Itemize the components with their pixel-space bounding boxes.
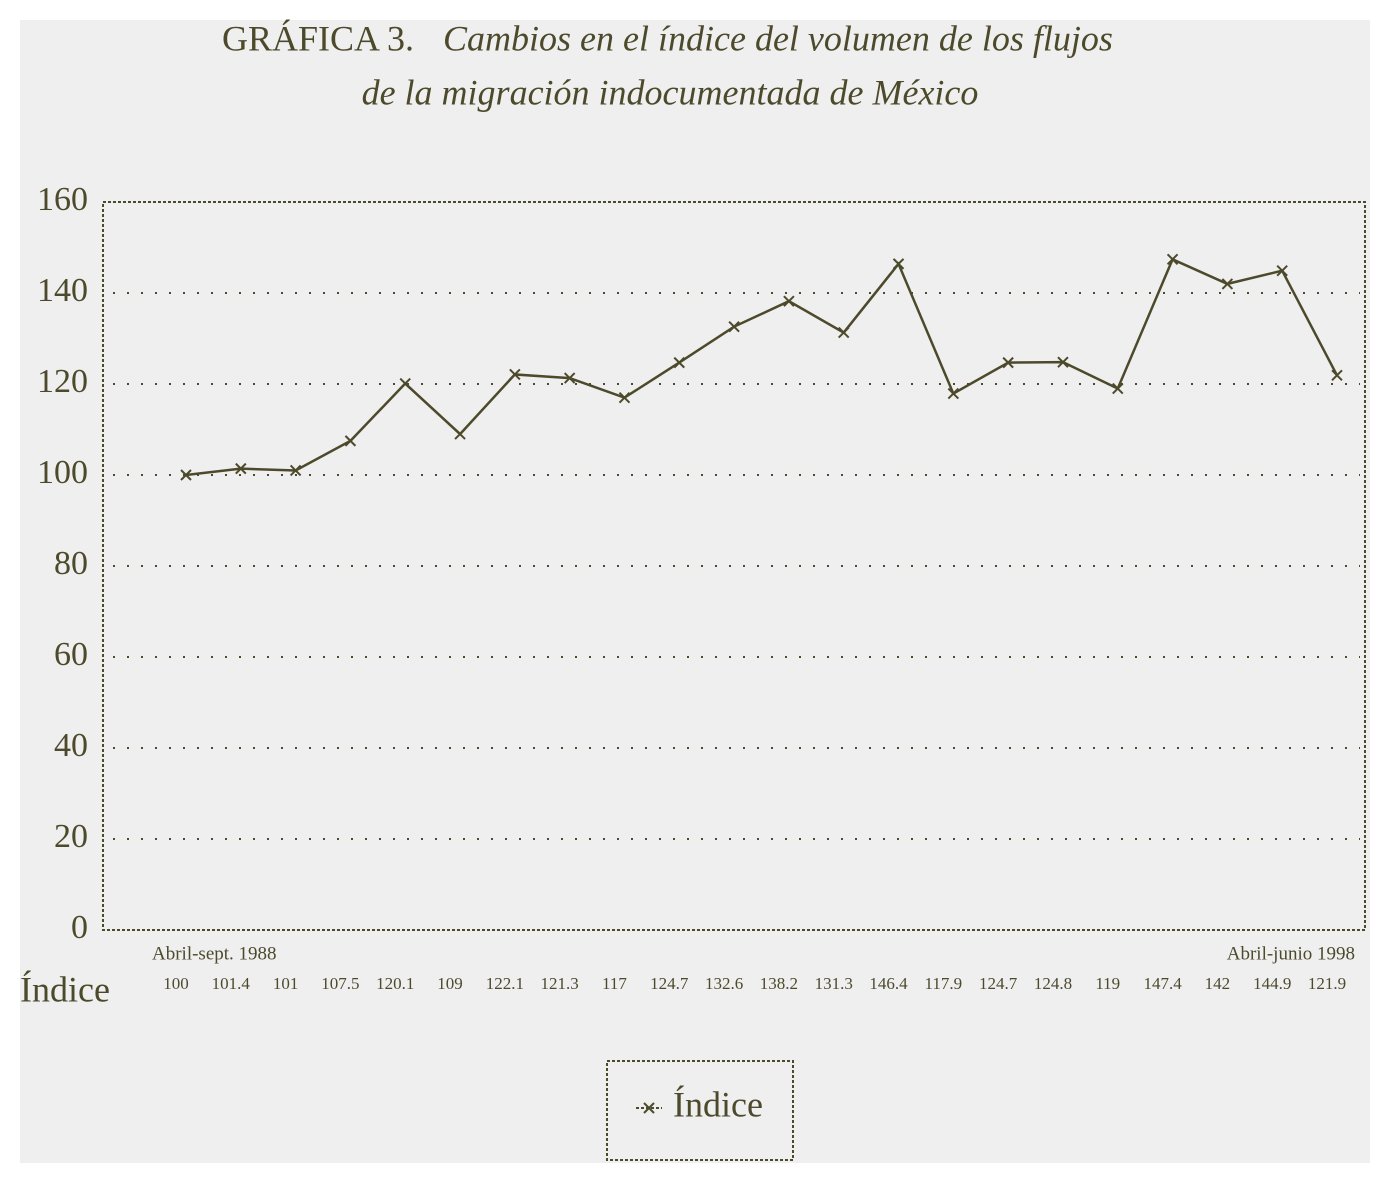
marker xyxy=(618,391,631,404)
table-value: 138.2 xyxy=(760,974,798,993)
marker xyxy=(509,368,521,381)
y-tick-label: 60 xyxy=(54,636,88,673)
table-value: 117 xyxy=(602,974,627,993)
marker xyxy=(1002,356,1014,369)
marker xyxy=(344,435,357,447)
table-value: 124.7 xyxy=(650,974,689,993)
y-tick-label: 140 xyxy=(37,272,88,309)
table-value: 144.9 xyxy=(1253,974,1291,993)
y-tick-label: 0 xyxy=(71,909,88,946)
table-value: 107.5 xyxy=(321,974,359,993)
chart-title: Cambios en el índice del volumen de los … xyxy=(443,18,1113,58)
table-row-label: Índice xyxy=(20,969,110,1009)
chart-title-label: GRÁFICA 3. xyxy=(222,18,414,58)
plot-frame xyxy=(102,201,1366,931)
table-value: 147.4 xyxy=(1143,974,1182,993)
table-value: 124.7 xyxy=(979,974,1018,993)
table-value: 101 xyxy=(273,974,299,993)
marker xyxy=(399,377,411,390)
y-tick-label: 160 xyxy=(37,181,88,218)
legend-label: Índice xyxy=(673,1084,763,1124)
table-value: 122.1 xyxy=(486,974,524,993)
y-tick-label: 100 xyxy=(37,454,88,491)
chart-title: de la migración indocumentada de México xyxy=(362,72,979,112)
marker xyxy=(563,372,576,384)
table-value: 132.6 xyxy=(705,974,743,993)
legend-marker xyxy=(643,1102,655,1114)
marker xyxy=(235,462,247,475)
line xyxy=(185,257,1339,477)
marker xyxy=(1221,278,1234,290)
y-tick-label: 20 xyxy=(54,818,88,855)
marker xyxy=(1112,382,1124,395)
table-value: 120.1 xyxy=(376,974,414,993)
marker xyxy=(673,356,685,369)
marker xyxy=(1276,264,1288,277)
table-value: 100 xyxy=(163,974,189,993)
marker xyxy=(289,464,302,477)
x-tick-label: Abril-junio 1998 xyxy=(1227,943,1355,964)
y-tick-label: 120 xyxy=(37,363,88,400)
table-value: 121.9 xyxy=(1308,974,1346,993)
table-value: 146.4 xyxy=(869,974,908,993)
table-value: 124.8 xyxy=(1034,974,1072,993)
background xyxy=(20,20,1370,1163)
table-value: 101.4 xyxy=(212,974,251,993)
table-value: 131.3 xyxy=(815,974,853,993)
marker xyxy=(728,320,740,333)
y-tick-label: 80 xyxy=(54,545,88,582)
marker xyxy=(1057,356,1069,368)
marker xyxy=(838,326,850,339)
marker xyxy=(947,387,960,400)
table-value: 142 xyxy=(1205,974,1231,993)
table-value: 119 xyxy=(1095,974,1120,993)
x-tick-label: Abril-sept. 1988 xyxy=(152,943,277,964)
marker xyxy=(1166,253,1179,266)
marker xyxy=(1331,369,1343,382)
marker xyxy=(783,295,795,307)
marker xyxy=(180,469,192,481)
marker xyxy=(454,428,466,440)
table-value: 121.3 xyxy=(541,974,579,993)
table-value: 117.9 xyxy=(925,974,963,993)
marker xyxy=(892,258,905,270)
table-value: 109 xyxy=(437,974,463,993)
y-tick-label: 40 xyxy=(54,727,88,764)
legend-frame xyxy=(606,1060,794,1161)
